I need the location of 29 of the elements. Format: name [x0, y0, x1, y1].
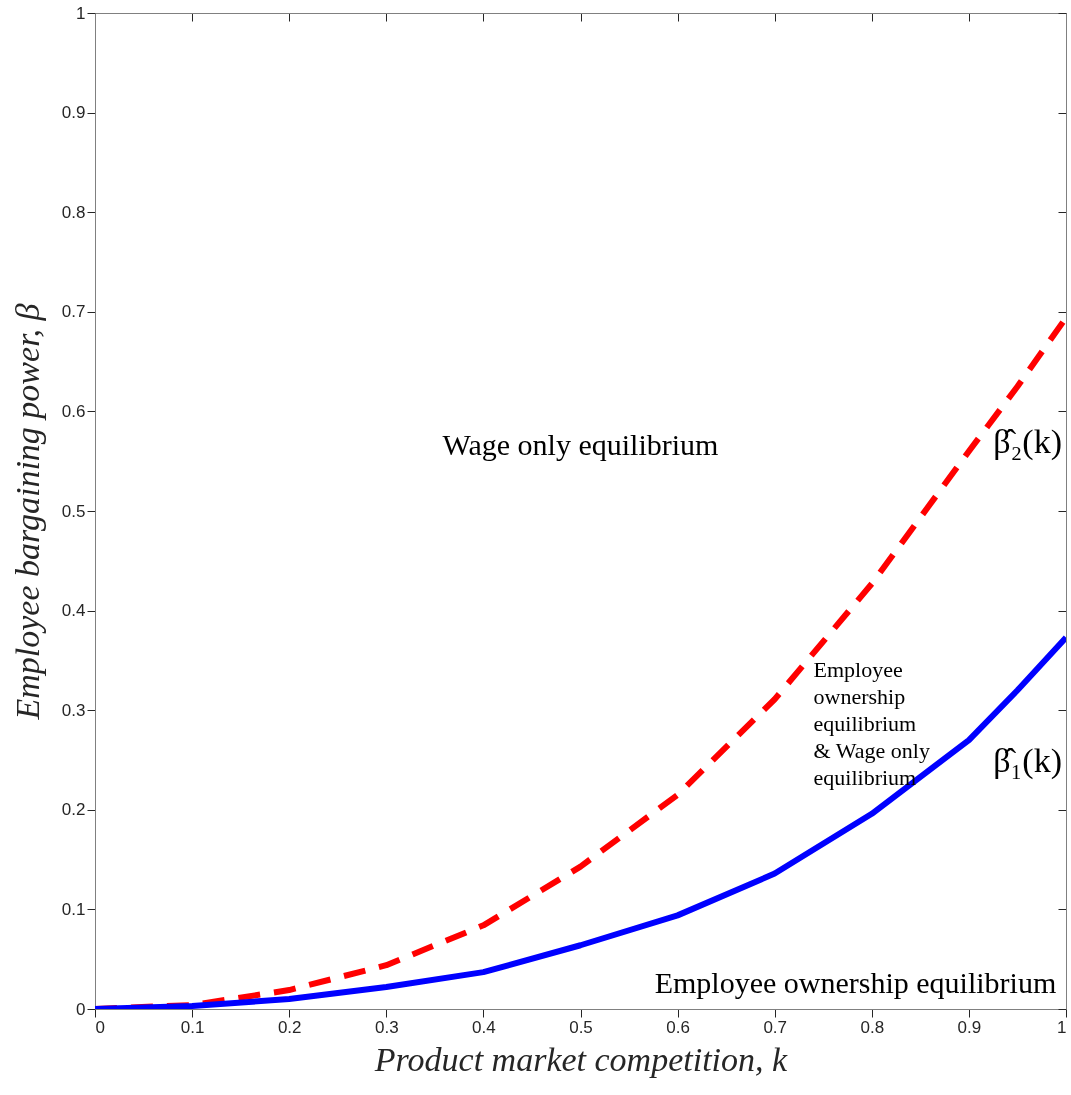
- y-tick-label: 0.3: [61, 700, 86, 720]
- annotation: Employee ownership equilibrium: [654, 966, 1057, 1000]
- x-tick-label: 0.4: [472, 1017, 496, 1037]
- x-tick-label: 0.3: [374, 1017, 399, 1037]
- x-axis-title: Product market competition, k: [373, 1040, 789, 1078]
- x-tick-label: 0.1: [180, 1017, 205, 1037]
- y-tick-label: 0.4: [61, 601, 86, 621]
- x-tick-label: 0.9: [957, 1017, 982, 1037]
- y-tick-label: 0.6: [61, 401, 86, 421]
- x-tick-label: 0: [95, 1017, 105, 1037]
- x-tick-label: 1: [1057, 1017, 1067, 1037]
- x-tick-label: 0.7: [763, 1017, 788, 1037]
- y-axis-title: Employee bargaining power, β: [8, 303, 46, 721]
- y-tick-label: 0.7: [61, 302, 86, 322]
- y-tick-label: 0.8: [61, 202, 86, 222]
- series-label: β̂₁(k): [993, 742, 1062, 781]
- y-tick-label: 1: [76, 3, 86, 23]
- y-tick-label: 0.2: [61, 800, 86, 820]
- x-tick-label: 0.5: [569, 1017, 593, 1037]
- y-tick-label: 0: [76, 999, 86, 1019]
- series-label: β̂₂(k): [993, 422, 1062, 461]
- annotation: Employee ownership equilibrium & Wage only equilibrium: [813, 657, 930, 790]
- x-tick-label: 0.8: [860, 1017, 885, 1037]
- x-tick-label: 0.6: [666, 1017, 690, 1037]
- y-tick-label: 0.1: [61, 899, 86, 919]
- x-tick-label: 0.2: [277, 1017, 302, 1037]
- y-tick-label: 0.5: [61, 501, 86, 521]
- y-tick-label: 0.9: [61, 103, 86, 123]
- annotation: Wage only equilibrium: [442, 428, 719, 462]
